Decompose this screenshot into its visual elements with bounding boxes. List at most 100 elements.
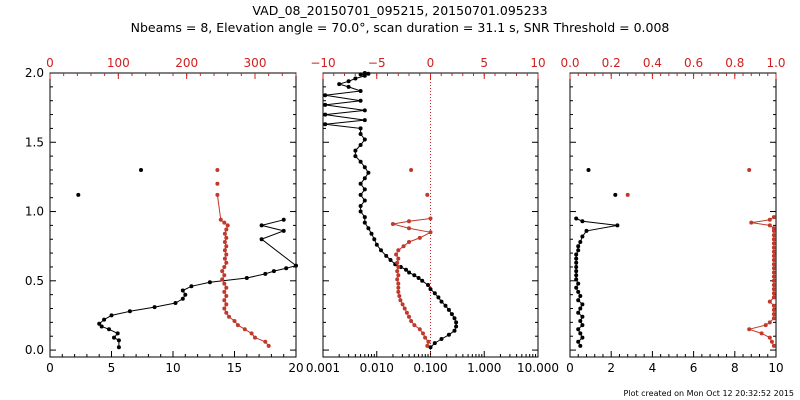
data-point-snr-red [409,168,414,172]
data-point-wind-black [259,223,264,228]
data-point-snr-black [407,270,412,275]
data-point-snr-black [362,165,367,170]
data-point-wind-black [127,309,132,314]
data-point-snr-black [426,283,430,287]
data-point-snr-black [388,258,393,262]
data-point-residual-black [576,281,581,286]
data-point-snr-black [420,278,425,283]
data-point-wind-red [222,231,227,236]
data-point-snr-black [436,295,441,300]
y-tick-label: 1.0 [25,205,44,219]
data-point-residual-black [574,216,579,221]
data-point-snr-black [353,154,358,159]
data-point-residual-red [771,249,776,254]
bottom-tick-label: 15 [227,361,242,375]
data-point-snr-black [366,71,371,76]
data-point-snr-red [421,331,425,336]
data-point-snr-black [452,316,457,321]
data-point-residual-black [576,244,581,249]
data-point-snr-black [384,253,389,258]
plot-frame-residual [569,72,777,358]
data-point-residual-black [580,323,585,328]
data-point-snr-red [401,244,406,249]
data-point-snr-black [404,267,408,272]
data-point-residual-black [580,302,585,307]
data-point-snr-black [366,170,371,175]
data-point-residual-red [771,237,776,242]
data-point-snr-red [428,216,433,221]
data-point-snr-red [395,277,400,282]
data-point-snr-black [439,337,444,341]
data-point-snr-red [423,335,428,340]
data-point-wind-red [222,298,227,303]
bottom-tick-label: 0.001 [306,361,340,375]
top-tick-label: 0 [46,56,54,70]
data-point-snr-black [358,72,363,77]
data-point-residual-red [771,312,776,317]
data-point-wind-red [224,252,229,257]
bottom-tick-label: 10.000 [517,361,559,375]
series-line-snr-black [325,73,457,348]
data-point-residual-black [574,265,579,269]
data-point-residual-black [578,306,583,311]
data-point-snr-black [362,118,367,123]
data-point-snr-red [409,319,414,323]
data-point-wind-red [222,220,227,225]
data-point-wind-black [281,217,286,222]
data-point-wind-black [281,228,286,233]
data-point-residual-black [578,240,583,244]
data-point-wind-black [244,276,249,280]
data-point-wind-red [222,273,227,278]
data-point-snr-black [446,307,451,312]
data-point-residual-black [578,294,583,298]
data-point-snr-red [417,235,422,240]
top-tick-label: 5 [480,56,488,70]
data-point-snr-black [454,320,459,325]
data-point-residual-red [759,331,764,336]
data-point-residual-red [771,278,776,283]
data-point-wind-red [224,227,229,232]
series-line-wind-red [216,194,270,347]
data-point-snr-red [395,269,400,274]
bottom-tick-label: 10 [768,361,783,375]
data-point-snr-black [449,312,454,317]
data-point-snr-black [432,291,437,296]
data-point-residual-black [578,331,583,336]
data-point-wind-black [76,192,81,197]
data-point-residual-red [769,339,774,344]
data-point-wind-red [225,223,230,228]
series-line-residual-red [747,216,775,347]
data-point-wind-black [183,292,188,297]
data-point-snr-black [362,176,367,181]
data-point-snr-black [358,181,363,186]
data-point-residual-black [574,260,579,265]
bottom-tick-label: 0 [566,361,574,375]
data-point-snr-black [358,89,363,93]
top-tick-label: 0.2 [602,56,621,70]
data-point-snr-black [362,108,367,113]
data-point-snr-black [369,231,374,236]
data-point-residual-black [576,289,581,294]
data-point-residual-black [576,327,581,332]
y-tick-label: 0.5 [25,274,44,288]
data-point-residual-black [574,273,579,278]
data-point-wind-black [271,269,276,274]
top-tick-label: 0.0 [560,56,579,70]
data-point-residual-red [767,223,772,228]
data-point-residual-red [771,274,776,279]
data-point-snr-black [346,84,351,89]
top-tick-label: −5 [368,56,386,70]
bottom-tick-label: 5 [108,361,116,375]
data-point-residual-black [580,219,585,224]
top-tick-label: 0.8 [725,56,744,70]
top-tick-label: 10 [530,56,545,70]
data-point-residual-red [767,299,772,304]
data-point-snr-red [390,222,395,226]
data-point-residual-black [578,319,583,323]
data-point-residual-red [771,226,776,231]
data-point-residual-black [576,248,581,253]
data-point-wind-black [115,331,120,336]
data-point-residual-red [771,307,776,312]
bottom-tick-label: 10 [165,361,180,375]
data-point-residual-red [771,215,776,220]
